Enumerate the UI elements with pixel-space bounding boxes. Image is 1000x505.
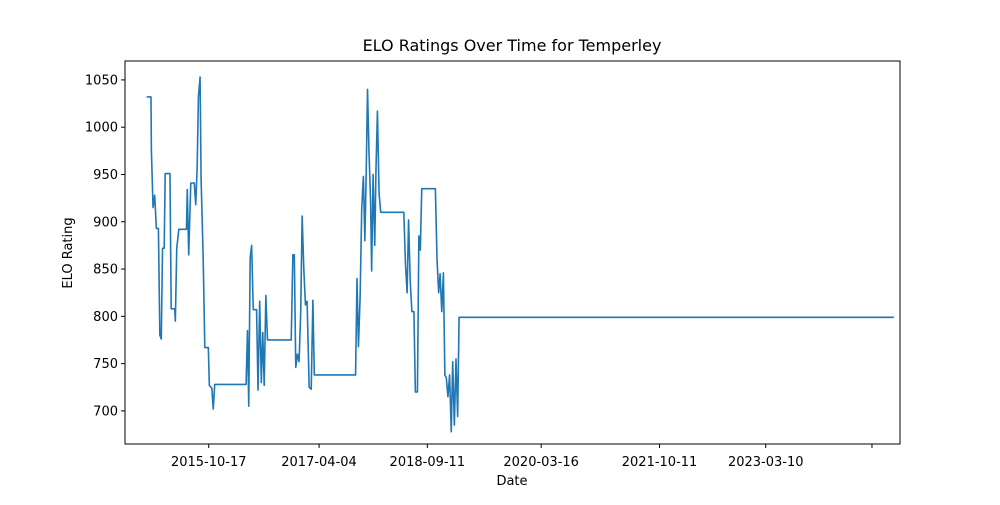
- x-tick-label: 2021-10-11: [622, 455, 698, 470]
- y-tick-label: 900: [93, 215, 118, 230]
- elo-series-line: [146, 76, 894, 433]
- y-tick-label: 1050: [85, 73, 118, 88]
- x-tick-label: 2017-04-04: [281, 455, 357, 470]
- y-tick-label: 950: [93, 168, 118, 183]
- chart-title: ELO Ratings Over Time for Temperley: [363, 36, 662, 55]
- x-tick-label: 2015-10-17: [171, 455, 247, 470]
- y-tick-label: 1000: [85, 121, 118, 136]
- y-tick-label: 750: [93, 357, 118, 372]
- x-axis-label: Date: [496, 474, 527, 489]
- x-tick-label: 2020-03-16: [503, 455, 579, 470]
- y-tick-label: 700: [93, 404, 118, 419]
- y-tick-label: 800: [93, 310, 118, 325]
- x-tick-label: 2023-03-10: [728, 455, 804, 470]
- y-tick-label: 850: [93, 263, 118, 278]
- x-tick-label: 2018-09-11: [390, 455, 466, 470]
- y-axis-label: ELO Rating: [61, 217, 76, 288]
- axes: 700 750 800 850 900 950 1000 1050 2015-10-17 2017…: [85, 60, 901, 470]
- plot-area: [146, 76, 894, 433]
- axes-frame: [124, 60, 901, 445]
